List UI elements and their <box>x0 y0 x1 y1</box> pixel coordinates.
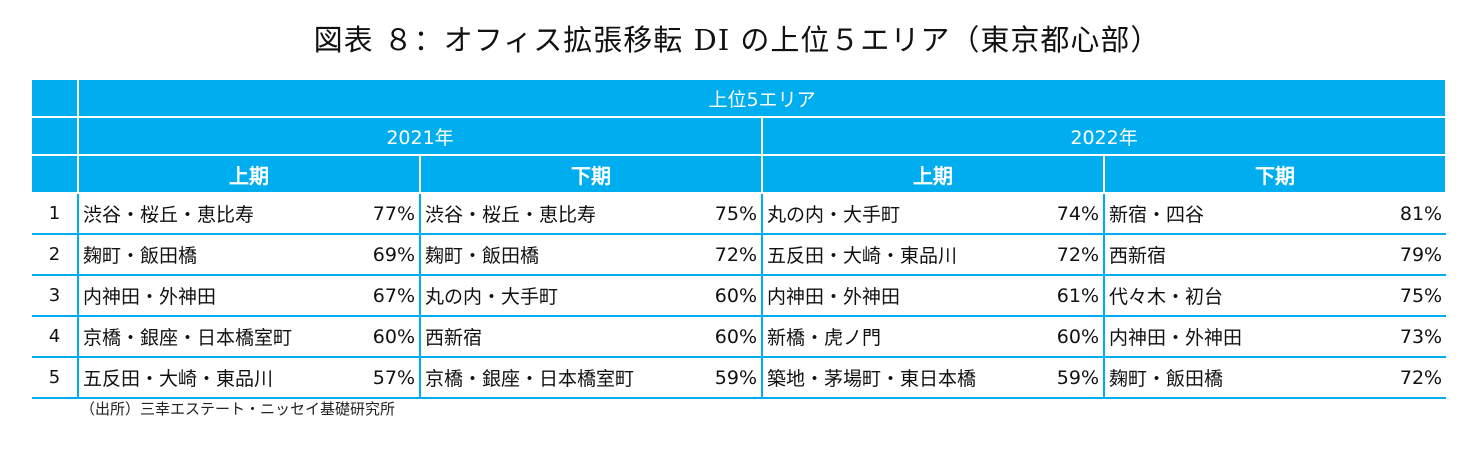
header-year-2022: 2022年 <box>760 116 1448 156</box>
corner-cell <box>32 154 79 194</box>
corner-cell <box>32 116 79 156</box>
area-cell: 内神田・外神田 <box>762 275 1052 317</box>
header-half-2021-second: 下期 <box>419 154 763 194</box>
area-cell: 麹町・飯田橋 <box>1104 357 1394 399</box>
percent-cell: 69% <box>368 234 421 276</box>
header-group: 上位5エリア <box>76 80 1448 118</box>
area-cell: 新宿・四谷 <box>1104 193 1394 235</box>
table-row: 1 渋谷・桜丘・恵比寿 77% 渋谷・桜丘・恵比寿 75% 丸の内・大手町 74… <box>32 193 1447 235</box>
percent-cell: 60% <box>1052 316 1105 358</box>
percent-cell: 60% <box>710 275 763 317</box>
table-row: 3 内神田・外神田 67% 丸の内・大手町 60% 内神田・外神田 61% 代々… <box>32 275 1447 317</box>
area-cell: 西新宿 <box>420 316 710 358</box>
percent-cell: 72% <box>710 234 763 276</box>
header-half-2022-first: 上期 <box>761 154 1105 194</box>
percent-cell: 75% <box>710 193 763 235</box>
table-row: 5 五反田・大崎・東品川 57% 京橋・銀座・日本橋室町 59% 築地・茅場町・… <box>32 357 1447 399</box>
percent-cell: 81% <box>1394 193 1447 235</box>
percent-cell: 73% <box>1394 316 1447 358</box>
area-cell: 五反田・大崎・東品川 <box>762 234 1052 276</box>
table-row: 4 京橋・銀座・日本橋室町 60% 西新宿 60% 新橋・虎ノ門 60% 内神田… <box>32 316 1447 358</box>
source-note: （出所）三幸エステート・ニッセイ基礎研究所 <box>80 400 396 418</box>
top-areas-table: 上位5エリア 2021年 2022年 上期 下期 上期 下期 1 渋谷・桜丘・恵… <box>32 80 1448 399</box>
rank-cell: 3 <box>32 275 79 317</box>
percent-cell: 75% <box>1394 275 1447 317</box>
percent-cell: 77% <box>368 193 421 235</box>
rank-cell: 4 <box>32 316 79 358</box>
area-cell: 新橋・虎ノ門 <box>762 316 1052 358</box>
rank-cell: 5 <box>32 357 79 399</box>
percent-cell: 57% <box>368 357 421 399</box>
figure-title: 図表 ８：オフィス拡張移転 DI の上位５エリア（東京都心部） <box>313 23 1161 57</box>
header-half-2021-first: 上期 <box>77 154 421 194</box>
rank-cell: 1 <box>32 193 79 235</box>
rank-cell: 2 <box>32 234 79 276</box>
percent-cell: 72% <box>1052 234 1105 276</box>
percent-cell: 67% <box>368 275 421 317</box>
area-cell: 内神田・外神田 <box>78 275 368 317</box>
area-cell: 麹町・飯田橋 <box>420 234 710 276</box>
percent-cell: 79% <box>1394 234 1447 276</box>
area-cell: 京橋・銀座・日本橋室町 <box>420 357 710 399</box>
area-cell: 築地・茅場町・東日本橋 <box>762 357 1052 399</box>
header-year-2021: 2021年 <box>77 116 763 156</box>
percent-cell: 60% <box>710 316 763 358</box>
area-cell: 五反田・大崎・東品川 <box>78 357 368 399</box>
percent-cell: 61% <box>1052 275 1105 317</box>
area-cell: 西新宿 <box>1104 234 1394 276</box>
area-cell: 代々木・初台 <box>1104 275 1394 317</box>
area-cell: 丸の内・大手町 <box>762 193 1052 235</box>
area-cell: 内神田・外神田 <box>1104 316 1394 358</box>
corner-cell <box>32 80 79 118</box>
header-half-2022-second: 下期 <box>1102 154 1448 194</box>
area-cell: 麹町・飯田橋 <box>78 234 368 276</box>
area-cell: 丸の内・大手町 <box>420 275 710 317</box>
percent-cell: 72% <box>1394 357 1447 399</box>
area-cell: 渋谷・桜丘・恵比寿 <box>420 193 710 235</box>
percent-cell: 60% <box>368 316 421 358</box>
area-cell: 渋谷・桜丘・恵比寿 <box>78 193 368 235</box>
table-row: 2 麹町・飯田橋 69% 麹町・飯田橋 72% 五反田・大崎・東品川 72% 西… <box>32 234 1447 276</box>
percent-cell: 59% <box>710 357 763 399</box>
area-cell: 京橋・銀座・日本橋室町 <box>78 316 368 358</box>
percent-cell: 74% <box>1052 193 1105 235</box>
percent-cell: 59% <box>1052 357 1105 399</box>
